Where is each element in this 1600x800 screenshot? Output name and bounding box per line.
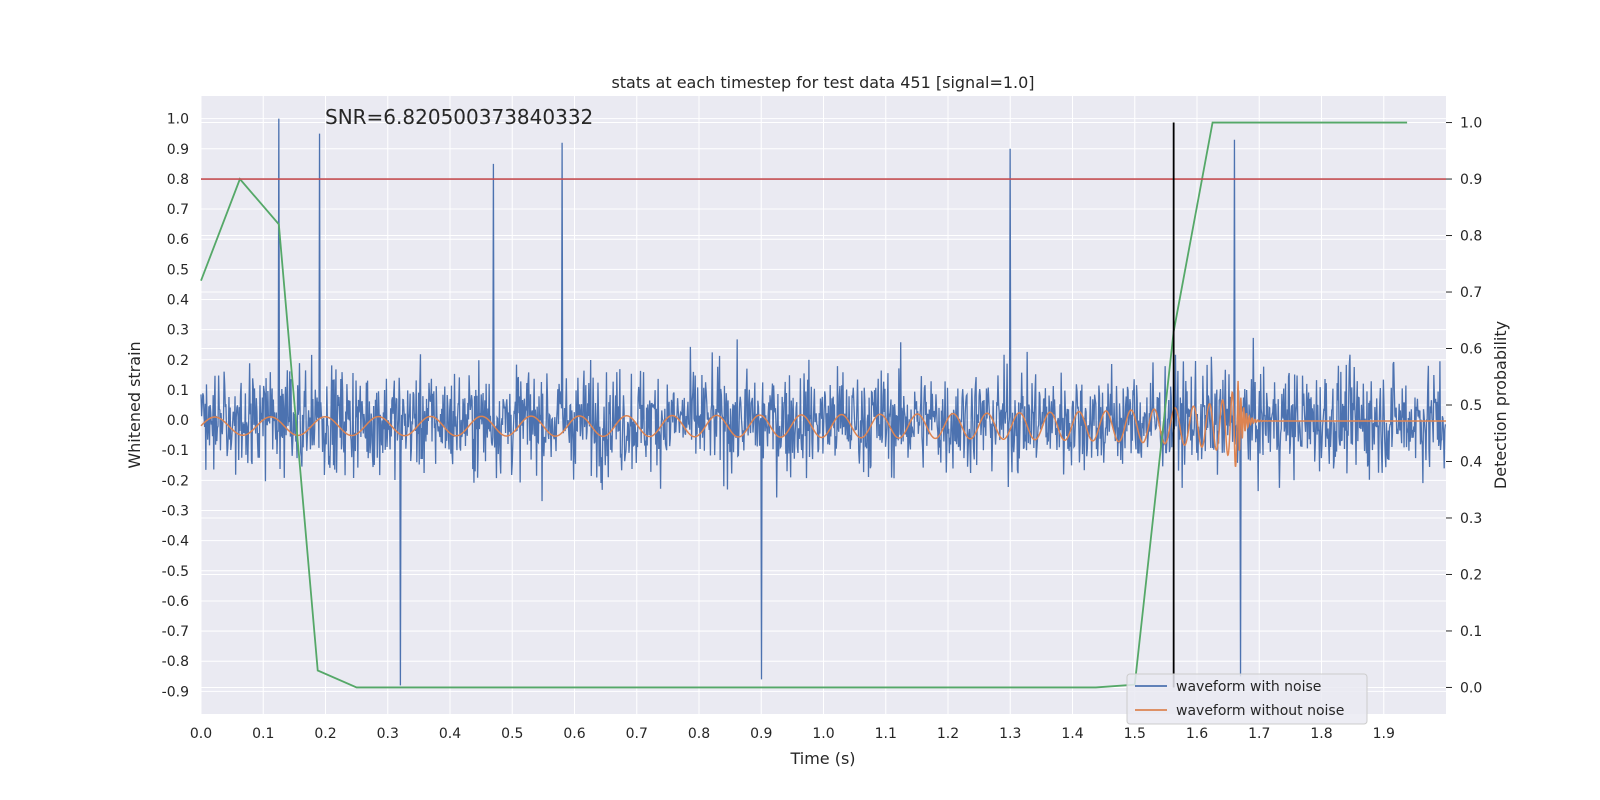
x-tick-label: 0.2 xyxy=(314,726,336,742)
y-tick-label: 0.5 xyxy=(167,262,189,278)
y-tick-label: -0.1 xyxy=(162,443,189,459)
y-tick-label: -0.3 xyxy=(162,504,189,520)
y-tick-label: 0.9 xyxy=(167,142,189,158)
y-tick-label: 1.0 xyxy=(167,112,189,128)
x-tick-label: 0.1 xyxy=(252,726,274,742)
x-tick-label: 0.5 xyxy=(501,726,523,742)
x-tick-label: 1.2 xyxy=(937,726,959,742)
y2-axis-label: Detection probability xyxy=(1491,321,1510,489)
x-tick-label: 1.8 xyxy=(1310,726,1332,742)
y-tick-label: 0.1 xyxy=(167,383,189,399)
y-tick-label: 0.7 xyxy=(167,202,189,218)
x-tick-label: 1.6 xyxy=(1186,726,1208,742)
y-tick-label: 0.2 xyxy=(167,353,189,369)
x-tick-label: 0.6 xyxy=(563,726,585,742)
x-tick-label: 0.4 xyxy=(439,726,461,742)
x-tick-label: 1.5 xyxy=(1124,726,1146,742)
x-tick-label: 1.9 xyxy=(1373,726,1395,742)
series-waveform-with-noise xyxy=(200,118,1447,686)
y-tick-label: 0.3 xyxy=(167,323,189,339)
snr-annotation: SNR=6.820500373840332 xyxy=(325,105,593,129)
x-tick-label: 1.0 xyxy=(812,726,834,742)
noise-trace xyxy=(200,118,1447,686)
x-tick-label: 0.0 xyxy=(190,726,212,742)
x-axis-label: Time (s) xyxy=(789,749,855,768)
x-tick-label: 0.7 xyxy=(626,726,648,742)
y-tick-label: -0.7 xyxy=(162,624,189,640)
y2-tick-label: 0.8 xyxy=(1460,229,1482,245)
x-tick-label: 0.3 xyxy=(377,726,399,742)
legend-label-clean: waveform without noise xyxy=(1176,703,1344,719)
y-tick-label: 0.4 xyxy=(167,292,189,308)
grid xyxy=(200,96,1446,714)
y2-tick-label: 0.6 xyxy=(1460,342,1482,358)
series-detection-probability xyxy=(200,121,1408,689)
y2-tick-label: 0.7 xyxy=(1460,285,1482,301)
y-tick-label: -0.9 xyxy=(162,684,189,700)
series-waveform-without-noise xyxy=(200,380,1446,468)
y2-tick-label: 0.9 xyxy=(1460,172,1482,188)
legend: waveform with noise waveform without noi… xyxy=(1126,673,1368,725)
legend-box xyxy=(1126,673,1368,725)
probability-line xyxy=(200,121,1408,689)
chirp-trace xyxy=(200,380,1446,468)
y-tick-labels: 1.0 0.9 0.8 0.7 0.6 0.5 0.4 0.3 0.2 0.1 0.0 -0.1 -0.… xyxy=(162,112,189,701)
x-tick-label: 1.7 xyxy=(1248,726,1270,742)
y2-tick-label: 0.1 xyxy=(1460,624,1482,640)
x-tick-label: 1.1 xyxy=(875,726,897,742)
y2-tick-label: 0.4 xyxy=(1460,454,1482,470)
y-tick-label: -0.4 xyxy=(162,534,189,550)
y2-tick-label: 0.2 xyxy=(1460,567,1482,583)
y-tick-label: 0.0 xyxy=(167,413,189,429)
reference-lines xyxy=(201,122,1446,688)
x-tick-label: 0.8 xyxy=(688,726,710,742)
y2-tick-label: 0.0 xyxy=(1460,680,1482,696)
chart-title: stats at each timestep for test data 451… xyxy=(611,73,1034,92)
y-tick-label: 0.8 xyxy=(167,172,189,188)
y2-tick-label: 1.0 xyxy=(1460,116,1482,132)
y-tick-label: 0.6 xyxy=(167,232,189,248)
y-tick-label: -0.8 xyxy=(162,654,189,670)
y-axis-label: Whitened strain xyxy=(125,341,144,468)
legend-label-noise: waveform with noise xyxy=(1176,679,1321,695)
x-tick-label: 1.3 xyxy=(999,726,1021,742)
y2-tick-label: 0.3 xyxy=(1460,511,1482,527)
x-tick-label: 0.9 xyxy=(750,726,772,742)
y-tick-label: -0.2 xyxy=(162,473,189,489)
x-tick-label: 1.4 xyxy=(1061,726,1083,742)
y2-tick-label: 0.5 xyxy=(1460,398,1482,414)
x-tick-labels: 0.0 0.1 0.2 0.3 0.4 0.5 0.6 0.7 0.8 0.9 1.0 1.1 1.2 1… xyxy=(190,726,1395,742)
y-tick-label: -0.6 xyxy=(162,594,189,610)
y-tick-label: -0.5 xyxy=(162,564,189,580)
y2-tick-labels: 1.0 0.9 0.8 0.7 0.6 0.5 0.4 0.3 0.2 0.1 0.0 xyxy=(1446,116,1482,696)
